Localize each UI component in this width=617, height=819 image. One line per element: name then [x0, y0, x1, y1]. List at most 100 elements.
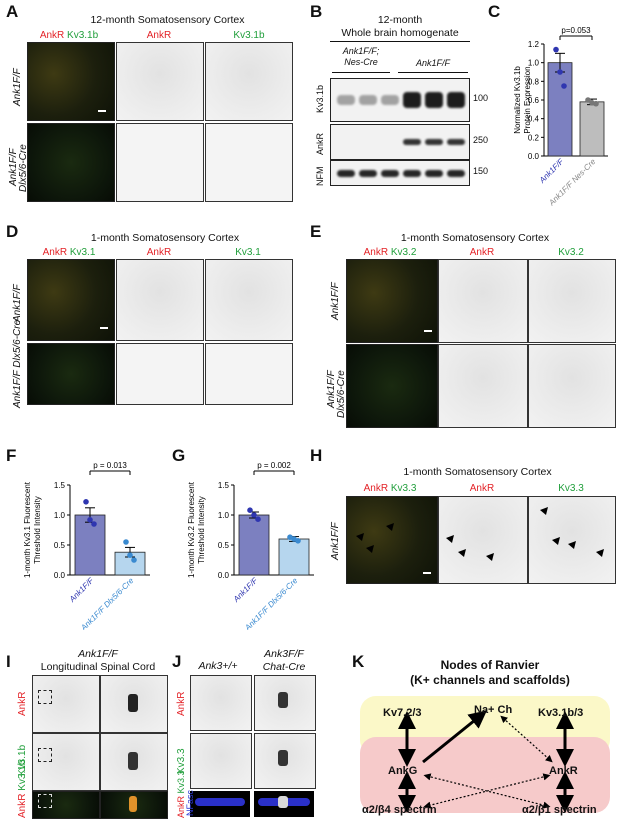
panel-j-col1-label: Ank3+/+: [198, 660, 238, 672]
panel-a-merge-cko: [27, 123, 115, 202]
category-label: Ank1F/F: [537, 156, 566, 185]
panel-f-chart: 0.0 0.5 1.0 1.5 1-month Kv3.1 FluorescentThr…: [23, 461, 150, 630]
panel-d-kv31-cko: [205, 343, 293, 405]
panel-e-merge-label: AnkR Kv3.2: [363, 247, 417, 258]
blot-band: [403, 92, 421, 108]
data-point: [123, 539, 129, 545]
node-a2b4: α2/β4 spectrin: [362, 804, 437, 816]
blot-band: [425, 92, 443, 108]
panel-h-letter: H: [310, 446, 323, 465]
blot-band: [447, 139, 465, 145]
data-point: [295, 538, 301, 544]
node-ankr: AnkR: [549, 765, 578, 777]
bar: [579, 101, 605, 157]
panel-k-title2: (K+ channels and scaffolds): [410, 673, 570, 687]
y-tick-label: 0.0: [218, 571, 230, 580]
node-kv31: Kv3.1b/3: [538, 707, 584, 719]
panel-k-letter: K: [352, 652, 365, 671]
panel-j-nfasc-wt: [195, 798, 245, 806]
panel-h-row1-label: Ank1F/F: [330, 522, 341, 560]
bar: [74, 514, 106, 576]
panel-i-row3-label: AnkR Kv3.1b: [17, 759, 28, 818]
y-tick-label: 1.5: [218, 481, 230, 490]
blot-band: [447, 92, 465, 108]
panel-e-ankr-label: AnkR: [469, 247, 495, 258]
blot-band: [403, 139, 421, 145]
blot-strip-1: [330, 124, 470, 160]
panel-d-row1-label: Ank1F/F: [12, 284, 23, 322]
node-ankg: AnkG: [388, 765, 418, 777]
panel-e-ankr-wt: [438, 259, 528, 343]
panel-e-kv32-cko: [528, 344, 616, 428]
panel-f-letter: F: [6, 446, 17, 465]
panel-h-merge-label: AnkR Kv3.3: [363, 483, 417, 494]
panel-j-col2a-label: Ank3F/F: [264, 648, 304, 660]
data-point: [553, 46, 559, 53]
node-a2b1: α2/β1 spectrin: [522, 804, 597, 816]
panel-k-title1: Nodes of Ranvier: [440, 658, 540, 672]
panel-b-title2: Whole brain homogenate: [341, 27, 459, 39]
panel-j-col2b-label: Chat-Cre: [262, 661, 306, 673]
panel-e-merge-wt: [346, 259, 438, 343]
p-value: p = 0.013: [93, 461, 127, 470]
panel-j-node-merge: [278, 796, 288, 808]
y-tick-label: 0.0: [54, 571, 66, 580]
panel-d-kv31-wt: [205, 259, 293, 341]
panel-e-scalebar: [424, 330, 432, 332]
panel-g-chart: 0.0 0.5 1.0 1.5 1-month Kv3.2 FluorescentThr…: [187, 461, 314, 630]
panel-a-row1-label: Ank1F/F: [12, 68, 23, 106]
y-tick-label: 1.0: [54, 511, 66, 520]
data-point: [585, 97, 591, 103]
panel-a-merge-wt: [27, 42, 115, 121]
panel-a-scalebar: [98, 110, 106, 112]
panel-i-ankr-zoom: [100, 675, 168, 733]
node-nach: Na+ Ch: [474, 704, 513, 716]
blot-band: [359, 95, 377, 105]
y-tick-label: 0.0: [528, 152, 540, 161]
blot-strip-2: [330, 160, 470, 186]
panel-j-ankr-wt: [190, 675, 252, 731]
data-point: [561, 83, 567, 89]
p-value: p=0.053: [561, 26, 591, 35]
panel-b-group2-label: Ank1F/F: [415, 58, 450, 68]
panel-d-title: 1-month Somatosensory Cortex: [90, 232, 240, 244]
blot-band: [359, 169, 377, 177]
panel-d-merge-label: AnkR Kv3.1: [42, 247, 96, 258]
panel-j-row1-label: AnkR: [176, 691, 187, 716]
panel-i-node-1: [128, 694, 138, 712]
panel-b-group2-line: [398, 72, 468, 73]
panel-h-scalebar: [423, 572, 431, 574]
panel-d-letter: D: [6, 222, 19, 241]
panel-a-ankr-cko: [116, 123, 204, 202]
panel-a-ankr-label: AnkR: [146, 30, 172, 41]
panel-a-merge-label: AnkR Kv3.1b: [39, 30, 99, 41]
panel-b-group1-line: [332, 72, 390, 73]
panel-b-header-line: [330, 41, 470, 42]
category-label: Ank1F/F: [231, 575, 260, 604]
panel-c-letter: C: [488, 2, 501, 21]
panel-d-row2-label: Ank1F/F Dlx5/6-Cre: [12, 319, 23, 408]
panel-e-kv32-wt: [528, 259, 616, 343]
y-tick-label: 1.0: [218, 511, 230, 520]
data-point: [83, 499, 89, 505]
blot-label-2: NFM: [315, 166, 325, 187]
blot-band: [337, 95, 355, 105]
panel-e-kv32-label: Kv3.2: [558, 247, 584, 258]
panel-i-title1: Ank1F/F: [78, 648, 118, 660]
panel-a-title: 12-month Somatosensory Cortex: [90, 14, 245, 26]
blot-strip-0: [330, 78, 470, 122]
data-point: [247, 507, 253, 513]
panel-b-title1: 12-month: [377, 14, 423, 26]
panel-e-ankr-cko: [438, 344, 528, 428]
panel-i-zoom-box-2: [38, 748, 52, 762]
panel-i-ankr-low: [32, 675, 100, 733]
panel-i-letter: I: [6, 652, 11, 671]
y-axis-label: 1-month Kv3.2 FluorescentThreshold Inten…: [187, 481, 206, 578]
panel-a-kv31b-cko: [205, 123, 293, 202]
blot-band: [425, 169, 443, 177]
blot-label-0: Kv3.1b: [315, 84, 325, 113]
arrow-ankr-a2b4: [423, 773, 551, 809]
panel-e-row1-label: Ank1F/F: [330, 282, 341, 320]
y-tick-label: 0.5: [54, 541, 66, 550]
arrow-nach-ankr: [500, 715, 553, 763]
